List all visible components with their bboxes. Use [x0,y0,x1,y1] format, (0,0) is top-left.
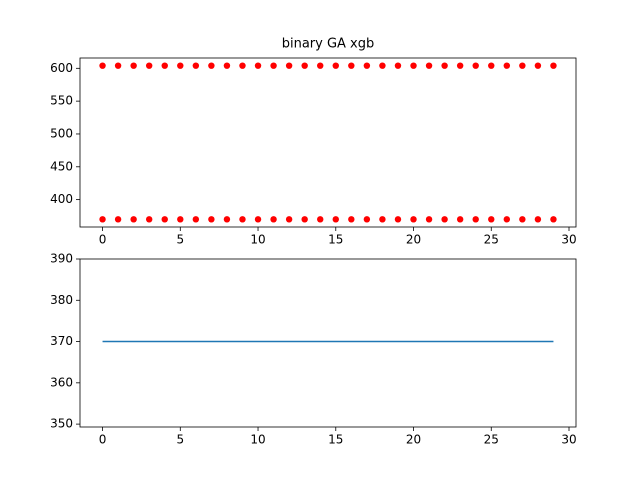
point [145,62,153,69]
point [99,216,106,223]
point [456,216,464,223]
point [239,216,246,223]
point [410,216,417,223]
point [301,62,308,69]
point [363,216,371,223]
point [472,216,479,223]
point [534,62,542,69]
x-tick-label: 25 [484,433,499,447]
y-tick-label: 370 [50,334,73,348]
point [301,216,308,223]
point [192,62,200,69]
point [410,62,417,69]
point [379,62,386,69]
point [534,216,542,223]
point [550,216,557,223]
x-tick-label: 5 [176,233,184,247]
point [425,216,433,223]
point [441,216,448,223]
point [285,62,293,69]
point [425,62,433,69]
point [208,216,215,223]
point [254,216,262,223]
axes-frame [79,57,577,228]
y-tick-label: 390 [50,252,73,266]
point [488,216,495,223]
point [161,62,168,69]
point [114,62,122,69]
point [519,216,526,223]
point [332,216,339,223]
point [177,216,184,223]
point [114,216,122,223]
point [177,62,184,69]
point [239,62,246,69]
y-tick-label: 350 [50,417,73,431]
point [192,216,200,223]
y-tick-label: 380 [50,293,73,307]
x-tick-label: 20 [406,433,421,447]
point [379,216,386,223]
point [472,62,479,69]
y-tick-label: 600 [50,61,73,75]
y-tick-label: 450 [50,159,73,173]
x-tick-label: 30 [561,433,576,447]
point [145,216,153,223]
axes-frame [79,258,577,428]
point [348,62,355,69]
point [317,216,324,223]
point [223,216,231,223]
y-tick-label: 400 [50,192,73,206]
x-tick-label: 15 [328,433,343,447]
point [270,216,277,223]
chart-title: binary GA xgb [282,37,375,52]
point [161,216,168,223]
point [254,62,262,69]
x-tick-label: 25 [484,233,499,247]
point [99,62,106,69]
point [550,62,557,69]
x-tick-label: 10 [250,233,265,247]
point [348,216,355,223]
point [208,62,215,69]
point [270,62,277,69]
x-tick-label: 5 [176,433,184,447]
point [332,62,339,69]
x-tick-label: 0 [99,233,107,247]
point [488,62,495,69]
point [503,216,511,223]
x-tick-label: 30 [561,233,576,247]
y-tick-label: 550 [50,94,73,108]
y-tick-label: 500 [50,126,73,140]
x-tick-label: 0 [99,433,107,447]
x-tick-label: 20 [406,233,421,247]
point [130,62,137,69]
point [503,62,511,69]
point [317,62,324,69]
point [519,62,526,69]
point [363,62,371,69]
y-tick-label: 360 [50,375,73,389]
point [394,62,402,69]
point [285,216,293,223]
x-tick-label: 10 [250,433,265,447]
x-tick-label: 15 [328,233,343,247]
point [130,216,137,223]
point [456,62,464,69]
point [441,62,448,69]
point [223,62,231,69]
point [394,216,402,223]
